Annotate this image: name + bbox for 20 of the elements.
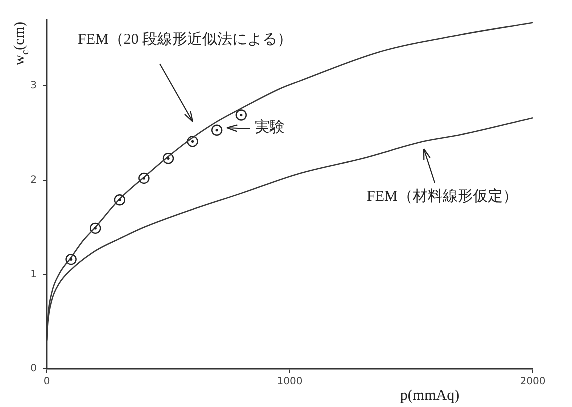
y-tick-label: 0 bbox=[30, 364, 37, 375]
x-tick-label: 2000 bbox=[520, 376, 546, 388]
point bbox=[114, 194, 126, 206]
x-tick-label: 1000 bbox=[277, 376, 303, 388]
point bbox=[236, 110, 247, 121]
x-tick-label: 0 bbox=[44, 376, 50, 388]
annotation: FEM（20 段線形近似法による） bbox=[78, 30, 293, 48]
y-tick-label: 1 bbox=[30, 269, 37, 280]
annotation: 実験 bbox=[255, 118, 285, 136]
point bbox=[212, 124, 223, 136]
y-axis-title: wc(cm) bbox=[12, 22, 32, 66]
point bbox=[162, 153, 174, 164]
y-tick-label: 3 bbox=[30, 80, 37, 92]
point bbox=[66, 254, 77, 266]
y-tick-label: 2 bbox=[30, 174, 37, 186]
point bbox=[138, 172, 150, 184]
point bbox=[187, 136, 198, 148]
x-axis-title: p(mmAq) bbox=[400, 388, 460, 404]
point bbox=[90, 222, 102, 234]
annotation: FEM（材料線形仮定） bbox=[367, 188, 518, 205]
